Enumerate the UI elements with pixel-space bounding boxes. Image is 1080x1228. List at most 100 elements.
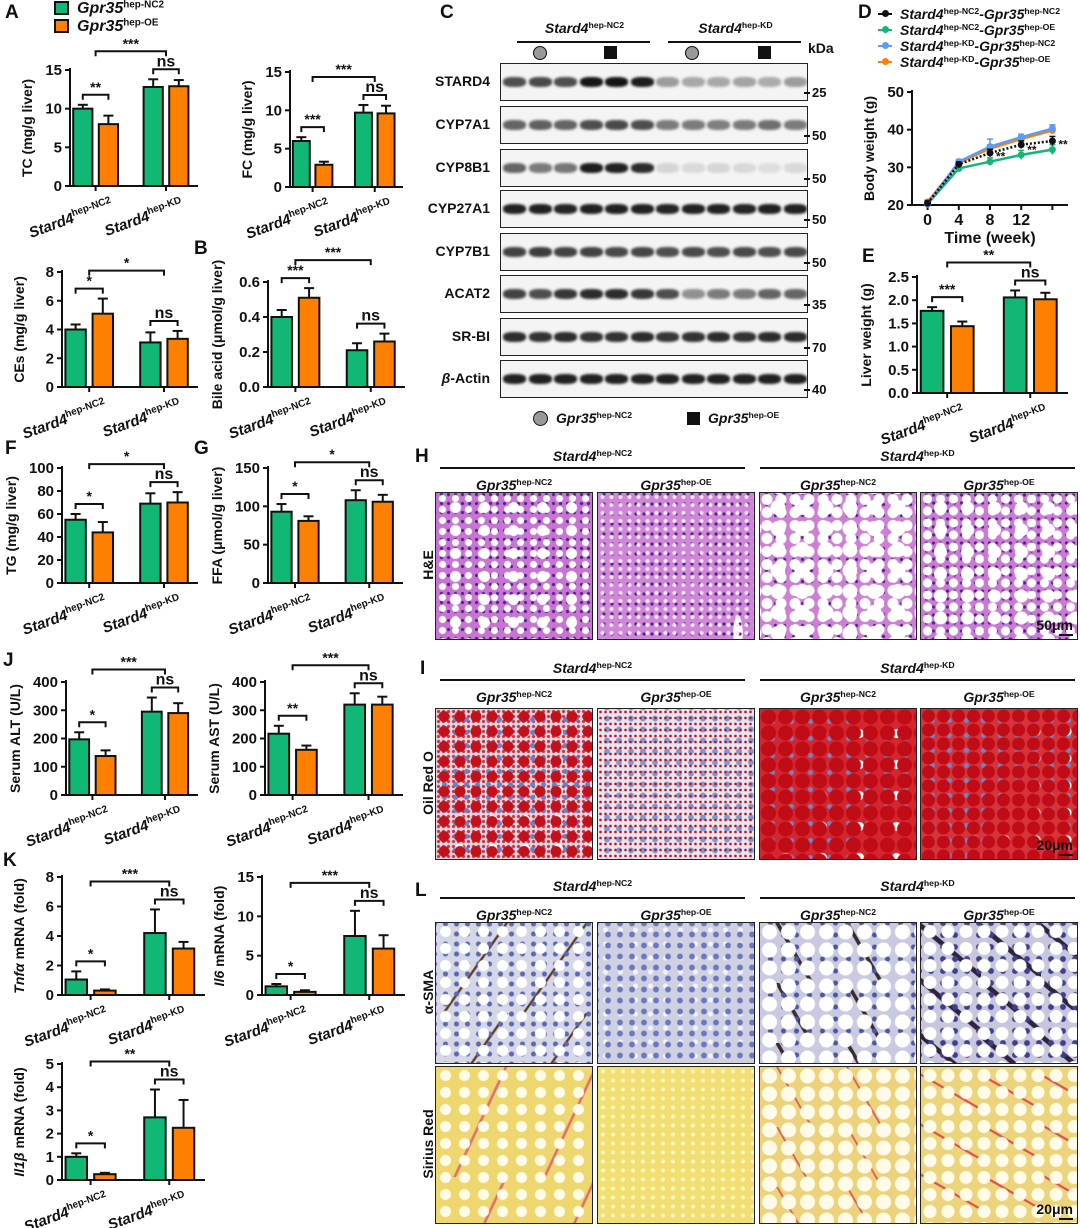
y-axis-label: Bile acid (μmol/g liver) [209, 260, 225, 409]
panel-label-i: I [420, 658, 426, 679]
significance-annotation: ** [1027, 143, 1037, 157]
bar [343, 935, 367, 996]
protein-band [630, 374, 654, 384]
x-label-sup: hep-KD [144, 592, 181, 614]
protein-band [579, 120, 603, 130]
significance-bracket-between [294, 461, 371, 468]
superscript: hep-NC2 [840, 689, 877, 700]
blot-row-label: CYP7B1 [435, 243, 490, 259]
gene-label: Gpr35hep-OE [640, 689, 711, 705]
blot-row-cyp8b1 [500, 149, 808, 187]
bar [370, 703, 394, 796]
bar [314, 163, 334, 188]
protein-band [732, 120, 756, 130]
blot-row-label: ACAT2 [444, 285, 490, 301]
blot-row-label: STARD4 [435, 73, 490, 89]
protein-band [630, 332, 654, 342]
protein-band [707, 247, 730, 257]
subgroup-header-nc2: Gpr35hep-NC2 [435, 907, 593, 923]
square-marker-icon [758, 46, 771, 59]
y-tick-label: 10 [265, 102, 282, 119]
gene: Gpr35 [640, 907, 681, 923]
significance-bracket-kd-label: ns [365, 79, 384, 96]
sirius-red-image [435, 1066, 593, 1224]
scale-text: 20μm [1036, 837, 1073, 853]
protein-band [528, 204, 552, 214]
gene: -Gpr35 [979, 22, 1025, 38]
y-label-text: FC (mg/g liver) [239, 80, 255, 178]
significance-bracket-nc2 [74, 503, 104, 509]
x-tick-label: 12 [1012, 212, 1030, 229]
significance-bracket-nc2-label: * [86, 273, 92, 289]
y-label-text: mRNA (fold) [11, 878, 27, 963]
bar [293, 990, 317, 996]
legend-dot-icon [882, 57, 889, 65]
significance-bracket-kd-label: ns [157, 53, 176, 70]
blot-row-sr-bi [500, 318, 808, 356]
y-label-text: Serum ALT (U/L) [7, 684, 23, 793]
protein-band [783, 120, 807, 130]
gene: Gpr35 [475, 477, 517, 493]
protein-band [732, 77, 756, 87]
y-tick-label: 50 [887, 84, 904, 101]
significance-bracket-nc2-label: * [90, 706, 96, 722]
group-line [440, 897, 745, 899]
superscript: hep-NC2 [516, 477, 553, 488]
gene: Gpr35 [475, 689, 517, 705]
blot-group-line [517, 41, 650, 43]
y-tick-label: 0.5 [888, 362, 909, 379]
blot-row-label: CYP8B1 [435, 159, 490, 175]
x-label-gene: Stard4 [878, 417, 928, 449]
superscript: hep-NC2 [1019, 38, 1056, 49]
significance-bracket-nc2 [300, 126, 325, 133]
gene: Gpr35 [963, 689, 1004, 705]
gene: -Gpr35 [974, 54, 1020, 70]
significance-bracket-kd-label: ns [160, 883, 179, 900]
protein-band [605, 332, 628, 342]
bar [343, 703, 367, 796]
panel-label-d: D [858, 2, 872, 23]
bar [264, 985, 289, 997]
y-tick-label: 0 [46, 987, 54, 1004]
subgroup-header-nc2: Gpr35hep-NC2 [435, 477, 593, 493]
group-header-kd: Stard4hep-KD [760, 660, 1075, 676]
gene: Stard4 [900, 6, 944, 22]
superscript: hep-OE [1003, 907, 1035, 918]
protein-band [656, 163, 679, 173]
significance-bracket-between-label: *** [122, 865, 139, 881]
kda-marker: 40 [803, 382, 827, 397]
y-label-text: FFA (μmol/g liver) [209, 467, 225, 585]
kda-marker: 50 [803, 255, 827, 270]
blot-group-line [668, 41, 801, 43]
legend-marker-icon [878, 25, 892, 33]
x-tick-label: Stard4hep-KD [966, 402, 1049, 447]
protein-band [681, 374, 705, 384]
x-label-gene: Stard4 [22, 1204, 72, 1228]
x-label-sup: hep-KD [355, 196, 392, 218]
significance-bracket-kd-label: ns [160, 1064, 179, 1081]
bar [171, 1126, 196, 1182]
protein-band [554, 120, 577, 130]
significance-bracket-kd [353, 899, 385, 906]
y-tick-label: 2.5 [888, 269, 909, 286]
gene: -Gpr35 [979, 6, 1025, 22]
kda-marker: 50 [803, 171, 827, 186]
oil-red-o-image: 20μm [920, 708, 1078, 860]
gene-label: Stard4hep-KD [880, 660, 954, 676]
data-point [1048, 125, 1056, 133]
significance-bracket-nc2-label: * [88, 1127, 94, 1143]
protein-band [707, 77, 730, 87]
y-tick-label: 6 [46, 899, 54, 916]
superscript: hep-OE [1003, 689, 1035, 700]
data-point [986, 149, 994, 157]
significance-bracket-nc2 [81, 93, 110, 100]
protein-band [732, 332, 756, 342]
scale-line [1059, 634, 1073, 636]
x-label-gene: Stard4 [20, 411, 70, 443]
protein-band [630, 289, 654, 299]
protein-band [681, 247, 705, 257]
superscript: hep-OE [748, 410, 780, 421]
data-point [955, 160, 963, 168]
x-label-sup: hep-NC2 [265, 1004, 308, 1029]
